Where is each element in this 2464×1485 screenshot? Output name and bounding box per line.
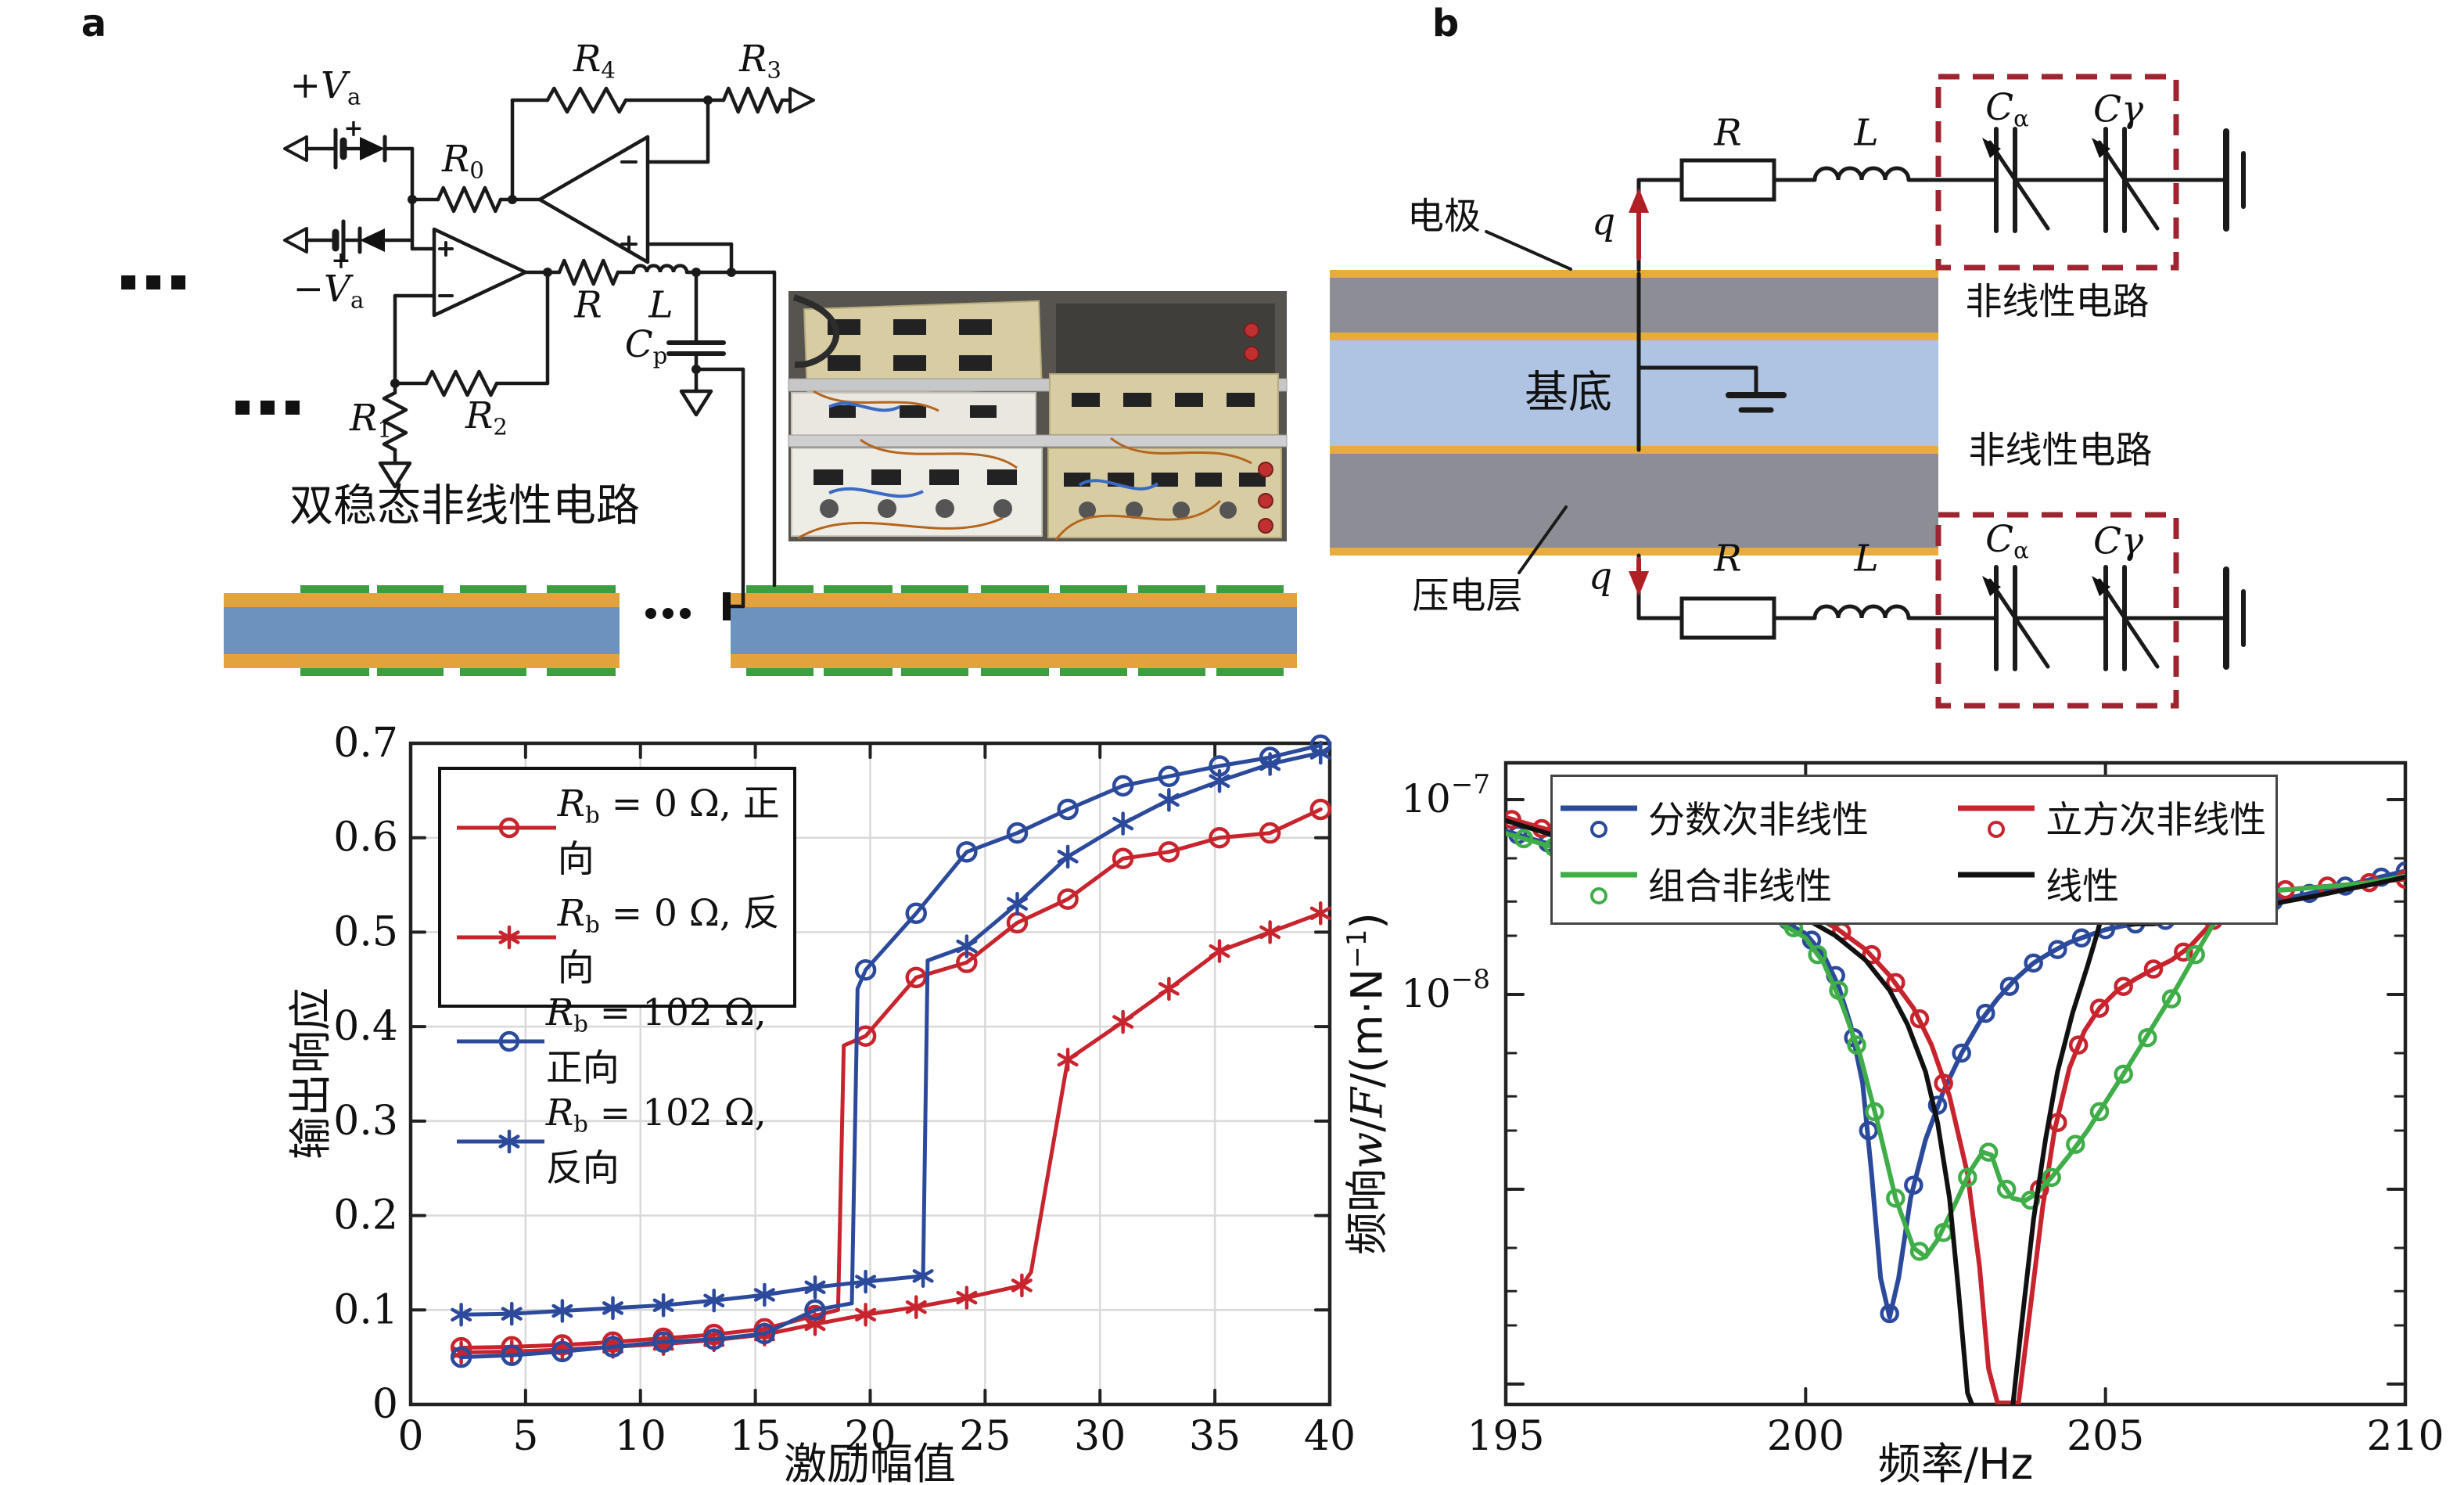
bistable-circuit-diagram [283, 86, 815, 620]
chart-a-legend-entry-1: Rb = 0 Ω, 反向 [451, 883, 790, 992]
label-r2: R2 [465, 394, 508, 440]
legend-label: 立方次非线性 [2046, 799, 2267, 842]
label-l: L [648, 283, 673, 327]
legend-label: Rb = 102 Ω, 反向 [545, 1091, 767, 1190]
label-substrate: 基底 [1525, 367, 1612, 419]
chart-a-x-tick-label: 30 [1074, 1413, 1126, 1460]
label-c-gamma-top: Cγ [2092, 88, 2144, 131]
piezo-stack-diagram [1330, 74, 2246, 709]
label-c-gamma-bottom: Cγ [2092, 520, 2144, 563]
chart-a-x-tick-label: 10 [615, 1413, 666, 1460]
chart-a-x-tick-label: 0 [397, 1413, 423, 1460]
legend-marker-swatch [457, 925, 556, 949]
chart-b-x-tick-label: 195 [1467, 1413, 1544, 1460]
chart-b-y-tick-label: 10−7 [1401, 769, 1490, 822]
legend-label: Rb = 102 Ω, 正向 [545, 991, 767, 1091]
legend-marker-swatch [457, 1031, 544, 1052]
chart-a-x-tick-label: 5 [512, 1413, 538, 1460]
chart-b-x-tick-label: 200 [1767, 1413, 1844, 1460]
chart-a-y-tick-label: 0.2 [333, 1192, 398, 1239]
legend-label: 线性 [2046, 865, 2120, 908]
chart-a-y-tick-label: 0.1 [333, 1286, 398, 1333]
chart-b-legend-entry-2: 组合非线性 [1553, 856, 1950, 910]
label-r1: R1 [350, 396, 392, 443]
label-l-top: L [1854, 111, 1879, 155]
legend-marker-swatch [1958, 805, 2035, 838]
chart-a-y-tick-label: 0.3 [333, 1098, 398, 1145]
label-bistable-circuit: 双稳态非线性电路 [289, 480, 640, 532]
chart-a-legend-entry-0: Rb = 0 Ω, 正向 [451, 773, 790, 883]
legend-label: Rb = 0 Ω, 反向 [557, 891, 780, 991]
label-minus-va: −Va [293, 267, 365, 314]
chart-a-legend-entry-2: Rb = 102 Ω, 正向 [451, 991, 790, 1091]
chart-a-y-tick-label: 0.5 [333, 908, 398, 955]
chart-b-legend: 分数次非线性 立方次非线性组合非线性 线性 [1550, 775, 2278, 925]
label-r3: R3 [739, 37, 781, 84]
chart-a-y-tick-label: 0 [372, 1381, 398, 1428]
label-cp: Cp [624, 322, 668, 369]
legend-marker-swatch [457, 1129, 544, 1154]
legend-label: 组合非线性 [1648, 865, 1832, 908]
label-nonlinear-circuit-top: 非线性电路 [1965, 280, 2150, 324]
chart-b-x-tick-label: 205 [2067, 1413, 2144, 1460]
piezo-beams [121, 275, 1297, 676]
chart-a-x-tick-label: 25 [959, 1413, 1011, 1460]
chart-a-legend: Rb = 0 Ω, 正向 Rb = 0 Ω, 反向 Rb = 102 Ω, 正向 Rb… [438, 767, 796, 1190]
legend-marker-swatch [457, 817, 556, 839]
chart-a-x-tick-label: 20 [844, 1413, 896, 1460]
chart-b-y-tick-label: 10−8 [1401, 964, 1490, 1016]
chart-a-y-tick-label: 0.4 [333, 1003, 398, 1050]
panel-a-tag: a [81, 1, 107, 45]
chart-a-x-tick-label: 35 [1189, 1413, 1241, 1460]
legend-label: Rb = 0 Ω, 正向 [557, 782, 780, 881]
chart-a: 0 5 10 15 20 25 30 35 40 0 0.1 0.2 0.3 0.4 0.5 0.6 0.7 [333, 720, 1356, 1460]
chart-b-legend-entry-1: 立方次非线性 [1950, 789, 2275, 843]
label-r-top: R [1714, 111, 1742, 155]
label-c-alpha-top: Cα [1985, 85, 2029, 132]
panel-b-tag: b [1431, 1, 1460, 45]
label-battery-plus-bottom: + [331, 246, 351, 275]
label-r-bottom: R [1714, 537, 1742, 581]
label-piezo-layer: 压电层 [1412, 574, 1523, 618]
label-r0: R0 [442, 137, 484, 184]
label-battery-plus-top: + [343, 114, 364, 142]
label-q-top: q [1591, 200, 1616, 244]
label-plus-va: +Va [289, 63, 361, 110]
chart-b-ylabel: 频响w/F/(m·N−1) [1342, 912, 1392, 1255]
label-c-alpha-bottom: Cα [1985, 517, 2029, 564]
label-r4: R4 [573, 37, 616, 84]
legend-marker-swatch [1561, 872, 1637, 904]
legend-label: 分数次非线性 [1648, 799, 1869, 842]
chart-b-legend-entry-0: 分数次非线性 [1553, 789, 1950, 843]
label-l-bottom: L [1854, 537, 1879, 581]
label-r: R [574, 283, 602, 327]
legend-marker-swatch [1958, 872, 2035, 877]
experiment-photo [788, 291, 1288, 541]
chart-a-x-tick-label: 40 [1304, 1413, 1356, 1460]
label-q-bottom: q [1588, 555, 1613, 599]
chart-a-y-tick-label: 0.6 [333, 814, 398, 861]
label-nonlinear-circuit-bottom: 非线性电路 [1968, 429, 2153, 473]
chart-b-x-tick-label: 210 [2366, 1413, 2444, 1460]
chart-a-legend-entry-3: Rb = 102 Ω, 反向 [451, 1091, 790, 1192]
chart-a-y-tick-label: 0.7 [333, 720, 398, 767]
label-electrode: 电极 [1407, 195, 1481, 239]
chart-a-xlabel: 激励幅值 [783, 1439, 957, 1485]
chart-b-xlabel: 频率/Hz [1877, 1439, 2034, 1485]
chart-a-ylabel: 输出响应 [286, 987, 336, 1160]
chart-b-legend-entry-3: 线性 [1950, 856, 2275, 910]
legend-marker-swatch [1561, 805, 1637, 838]
chart-a-x-tick-label: 15 [730, 1413, 781, 1460]
